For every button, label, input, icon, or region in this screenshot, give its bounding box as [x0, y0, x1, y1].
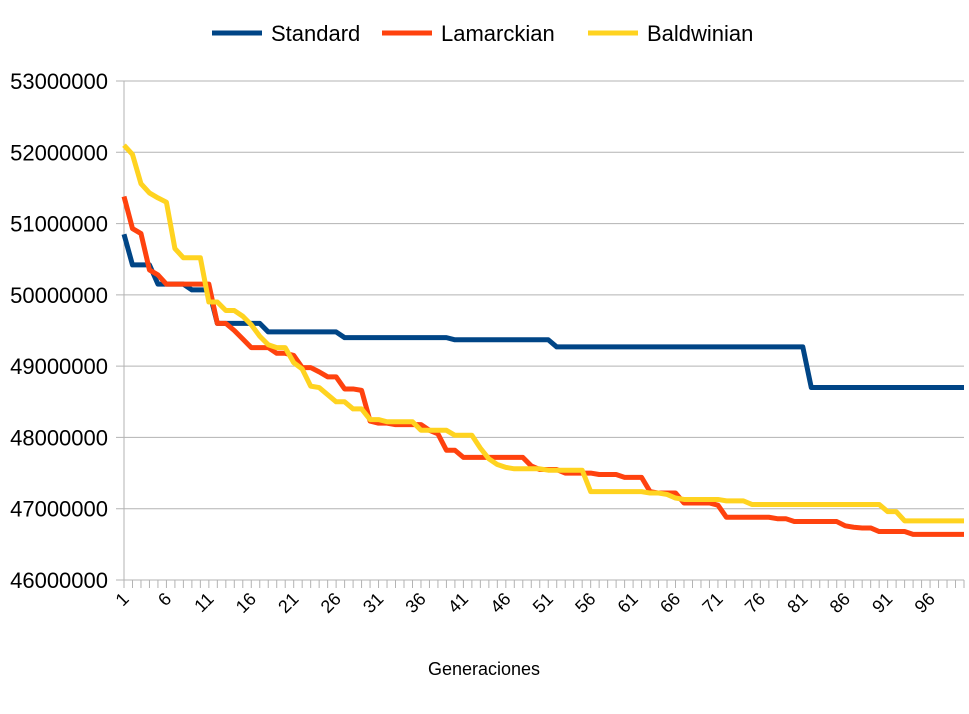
y-tick-label: 52000000: [10, 140, 108, 165]
series-line-standard: [121, 233, 964, 391]
series-line-lamarckian: [121, 195, 964, 537]
x-axis-ticks: 1 6 11 16 21 26 31 36 41 46 51 56 61 66 71 76 81 86 91 96: [112, 589, 939, 617]
axes: [123, 81, 965, 588]
y-tick-label: 49000000: [10, 354, 108, 379]
y-tick-label: 48000000: [10, 425, 108, 450]
x-tick-label: 86: [826, 589, 854, 617]
x-tick-label: 76: [741, 589, 769, 617]
x-tick-label: 46: [486, 589, 514, 617]
x-tick-label: 66: [656, 589, 684, 617]
x-tick-label: 11: [190, 589, 217, 616]
gridlines: [116, 80, 964, 581]
y-tick-label: 51000000: [10, 212, 108, 237]
x-tick-label: 71: [698, 589, 726, 617]
x-tick-label: 56: [571, 589, 599, 617]
legend-label-lamarckian: Lamarckian: [441, 21, 555, 46]
x-tick-label: 41: [444, 589, 472, 617]
x-tick-label: 31: [359, 589, 387, 617]
x-axis-label: Generaciones: [428, 659, 540, 679]
series-lines: [121, 143, 964, 537]
y-axis-ticks: 46000000 47000000 48000000 49000000 50000000…: [10, 69, 108, 593]
x-tick-label: 51: [529, 589, 557, 617]
y-tick-label: 46000000: [10, 568, 108, 593]
y-tick-label: 47000000: [10, 497, 108, 522]
legend-label-standard: Standard: [271, 21, 360, 46]
x-tick-label: 16: [232, 589, 260, 617]
x-tick-label: 6: [154, 589, 175, 610]
x-tick-label: 36: [401, 589, 429, 617]
x-tick-label: 96: [911, 589, 939, 617]
x-tick-label: 61: [614, 589, 642, 617]
legend-label-baldwinian: Baldwinian: [647, 21, 753, 46]
x-tick-label: 21: [274, 589, 302, 617]
legend: Standard Lamarckian Baldwinian: [212, 21, 753, 46]
x-tick-label: 26: [317, 589, 345, 617]
y-tick-label: 50000000: [10, 283, 108, 308]
x-tick-label: 91: [868, 589, 896, 617]
x-tick-label: 81: [783, 589, 811, 617]
x-tick-label: 1: [112, 589, 133, 610]
series-line-baldwinian: [122, 143, 964, 524]
y-tick-label: 53000000: [10, 69, 108, 94]
